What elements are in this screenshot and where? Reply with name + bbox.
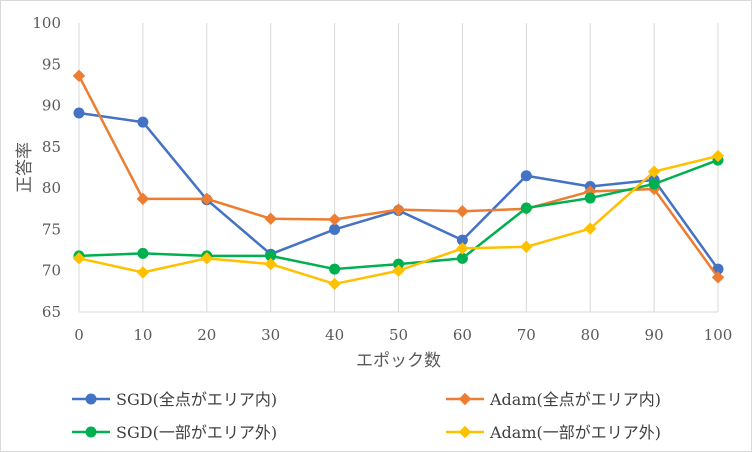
data-point [137, 116, 149, 128]
y-tick-label: 65 [42, 303, 61, 321]
data-point [456, 242, 469, 255]
series-lines [72, 69, 725, 291]
data-point [711, 149, 725, 163]
data-point [329, 263, 341, 275]
legend-item-0: SGD(全点がエリア内) [72, 390, 277, 409]
y-axis-title: 正答率 [15, 142, 35, 193]
data-point [711, 271, 725, 284]
legend-label: SGD(一部がエリア外) [116, 423, 277, 442]
x-tick-label: 30 [261, 326, 280, 344]
legend-label: Adam(全点がエリア内) [489, 390, 661, 409]
legend-marker [85, 393, 97, 405]
grid-lines [78, 23, 719, 312]
data-point [329, 223, 341, 235]
data-point [136, 266, 150, 279]
data-point [137, 247, 149, 259]
x-tick-label: 40 [325, 326, 344, 344]
data-point [73, 107, 85, 119]
data-point [392, 264, 405, 277]
x-axis-title: エポック数 [356, 351, 441, 371]
y-tick-label: 85 [42, 138, 61, 156]
y-tick-label: 90 [42, 97, 61, 115]
legend-marker [458, 425, 472, 439]
data-point [136, 192, 150, 206]
x-tick-label: 20 [197, 326, 216, 344]
data-point [264, 257, 277, 271]
x-tick-label: 60 [453, 326, 472, 344]
x-tick-label: 0 [74, 326, 84, 344]
x-tick-label: 100 [704, 326, 733, 344]
data-point [328, 277, 341, 291]
data-point [456, 205, 469, 218]
data-point [72, 252, 86, 265]
data-point [456, 252, 468, 264]
x-tick-label: 90 [645, 326, 664, 344]
data-point [392, 203, 405, 216]
series-2 [73, 154, 724, 275]
x-tick-label: 70 [517, 326, 536, 344]
y-tick-label: 95 [42, 55, 61, 73]
data-point [647, 165, 661, 178]
data-point [648, 178, 660, 190]
legend-marker [458, 392, 472, 406]
legend-label: Adam(一部がエリア外) [489, 423, 661, 442]
x-tick-label: 80 [581, 326, 600, 344]
y-tick-label: 100 [32, 14, 61, 32]
y-tick-label: 80 [42, 179, 61, 197]
data-point [200, 252, 214, 265]
data-point [584, 192, 596, 204]
legend-item-1: Adam(全点がエリア内) [446, 390, 661, 409]
data-point [520, 170, 532, 182]
data-point [200, 192, 214, 206]
data-point [72, 69, 86, 83]
y-tick-label: 70 [42, 262, 61, 280]
series-3 [72, 149, 725, 291]
legend-marker [85, 426, 97, 438]
data-point [520, 240, 533, 253]
x-tick-label: 50 [389, 326, 408, 344]
legend: SGD(全点がエリア内) Adam(全点がエリア内) SGD(一部がエリア外) Ada… [72, 390, 661, 442]
legend-item-2: SGD(一部がエリア外) [72, 423, 277, 442]
x-tick-label: 10 [133, 326, 152, 344]
data-point [583, 222, 597, 235]
data-point [264, 212, 277, 225]
legend-item-3: Adam(一部がエリア外) [446, 423, 661, 442]
axes: 65 70 75 80 85 90 95 100 0 10 20 30 40 50 60 70 80 90 100 エ… [15, 14, 732, 371]
y-tick-label: 75 [42, 220, 61, 238]
data-point [328, 213, 341, 226]
data-point [520, 202, 532, 214]
legend-label: SGD(全点がエリア内) [116, 390, 277, 409]
